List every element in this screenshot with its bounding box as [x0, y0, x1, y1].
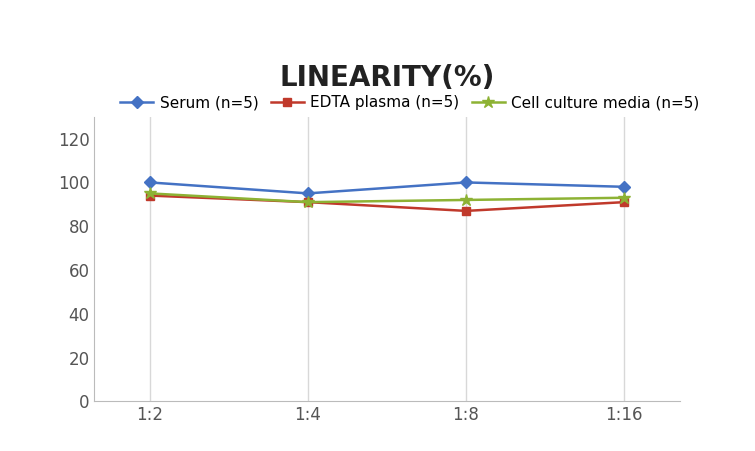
- Serum (n=5): [304, 191, 313, 196]
- Serum (n=5): [620, 184, 629, 189]
- EDTA plasma (n=5): [145, 193, 154, 198]
- Serum (n=5): [145, 180, 154, 185]
- Line: Cell culture media (n=5): Cell culture media (n=5): [143, 187, 630, 208]
- Serum (n=5): [461, 180, 470, 185]
- Line: Serum (n=5): Serum (n=5): [146, 178, 628, 198]
- Line: EDTA plasma (n=5): EDTA plasma (n=5): [146, 191, 628, 215]
- Cell culture media (n=5): [145, 191, 154, 196]
- Legend: Serum (n=5), EDTA plasma (n=5), Cell culture media (n=5): Serum (n=5), EDTA plasma (n=5), Cell cul…: [114, 89, 706, 116]
- Cell culture media (n=5): [304, 199, 313, 205]
- Cell culture media (n=5): [620, 195, 629, 200]
- EDTA plasma (n=5): [461, 208, 470, 214]
- Cell culture media (n=5): [461, 197, 470, 202]
- Text: LINEARITY(%): LINEARITY(%): [279, 64, 495, 92]
- EDTA plasma (n=5): [304, 199, 313, 205]
- EDTA plasma (n=5): [620, 199, 629, 205]
